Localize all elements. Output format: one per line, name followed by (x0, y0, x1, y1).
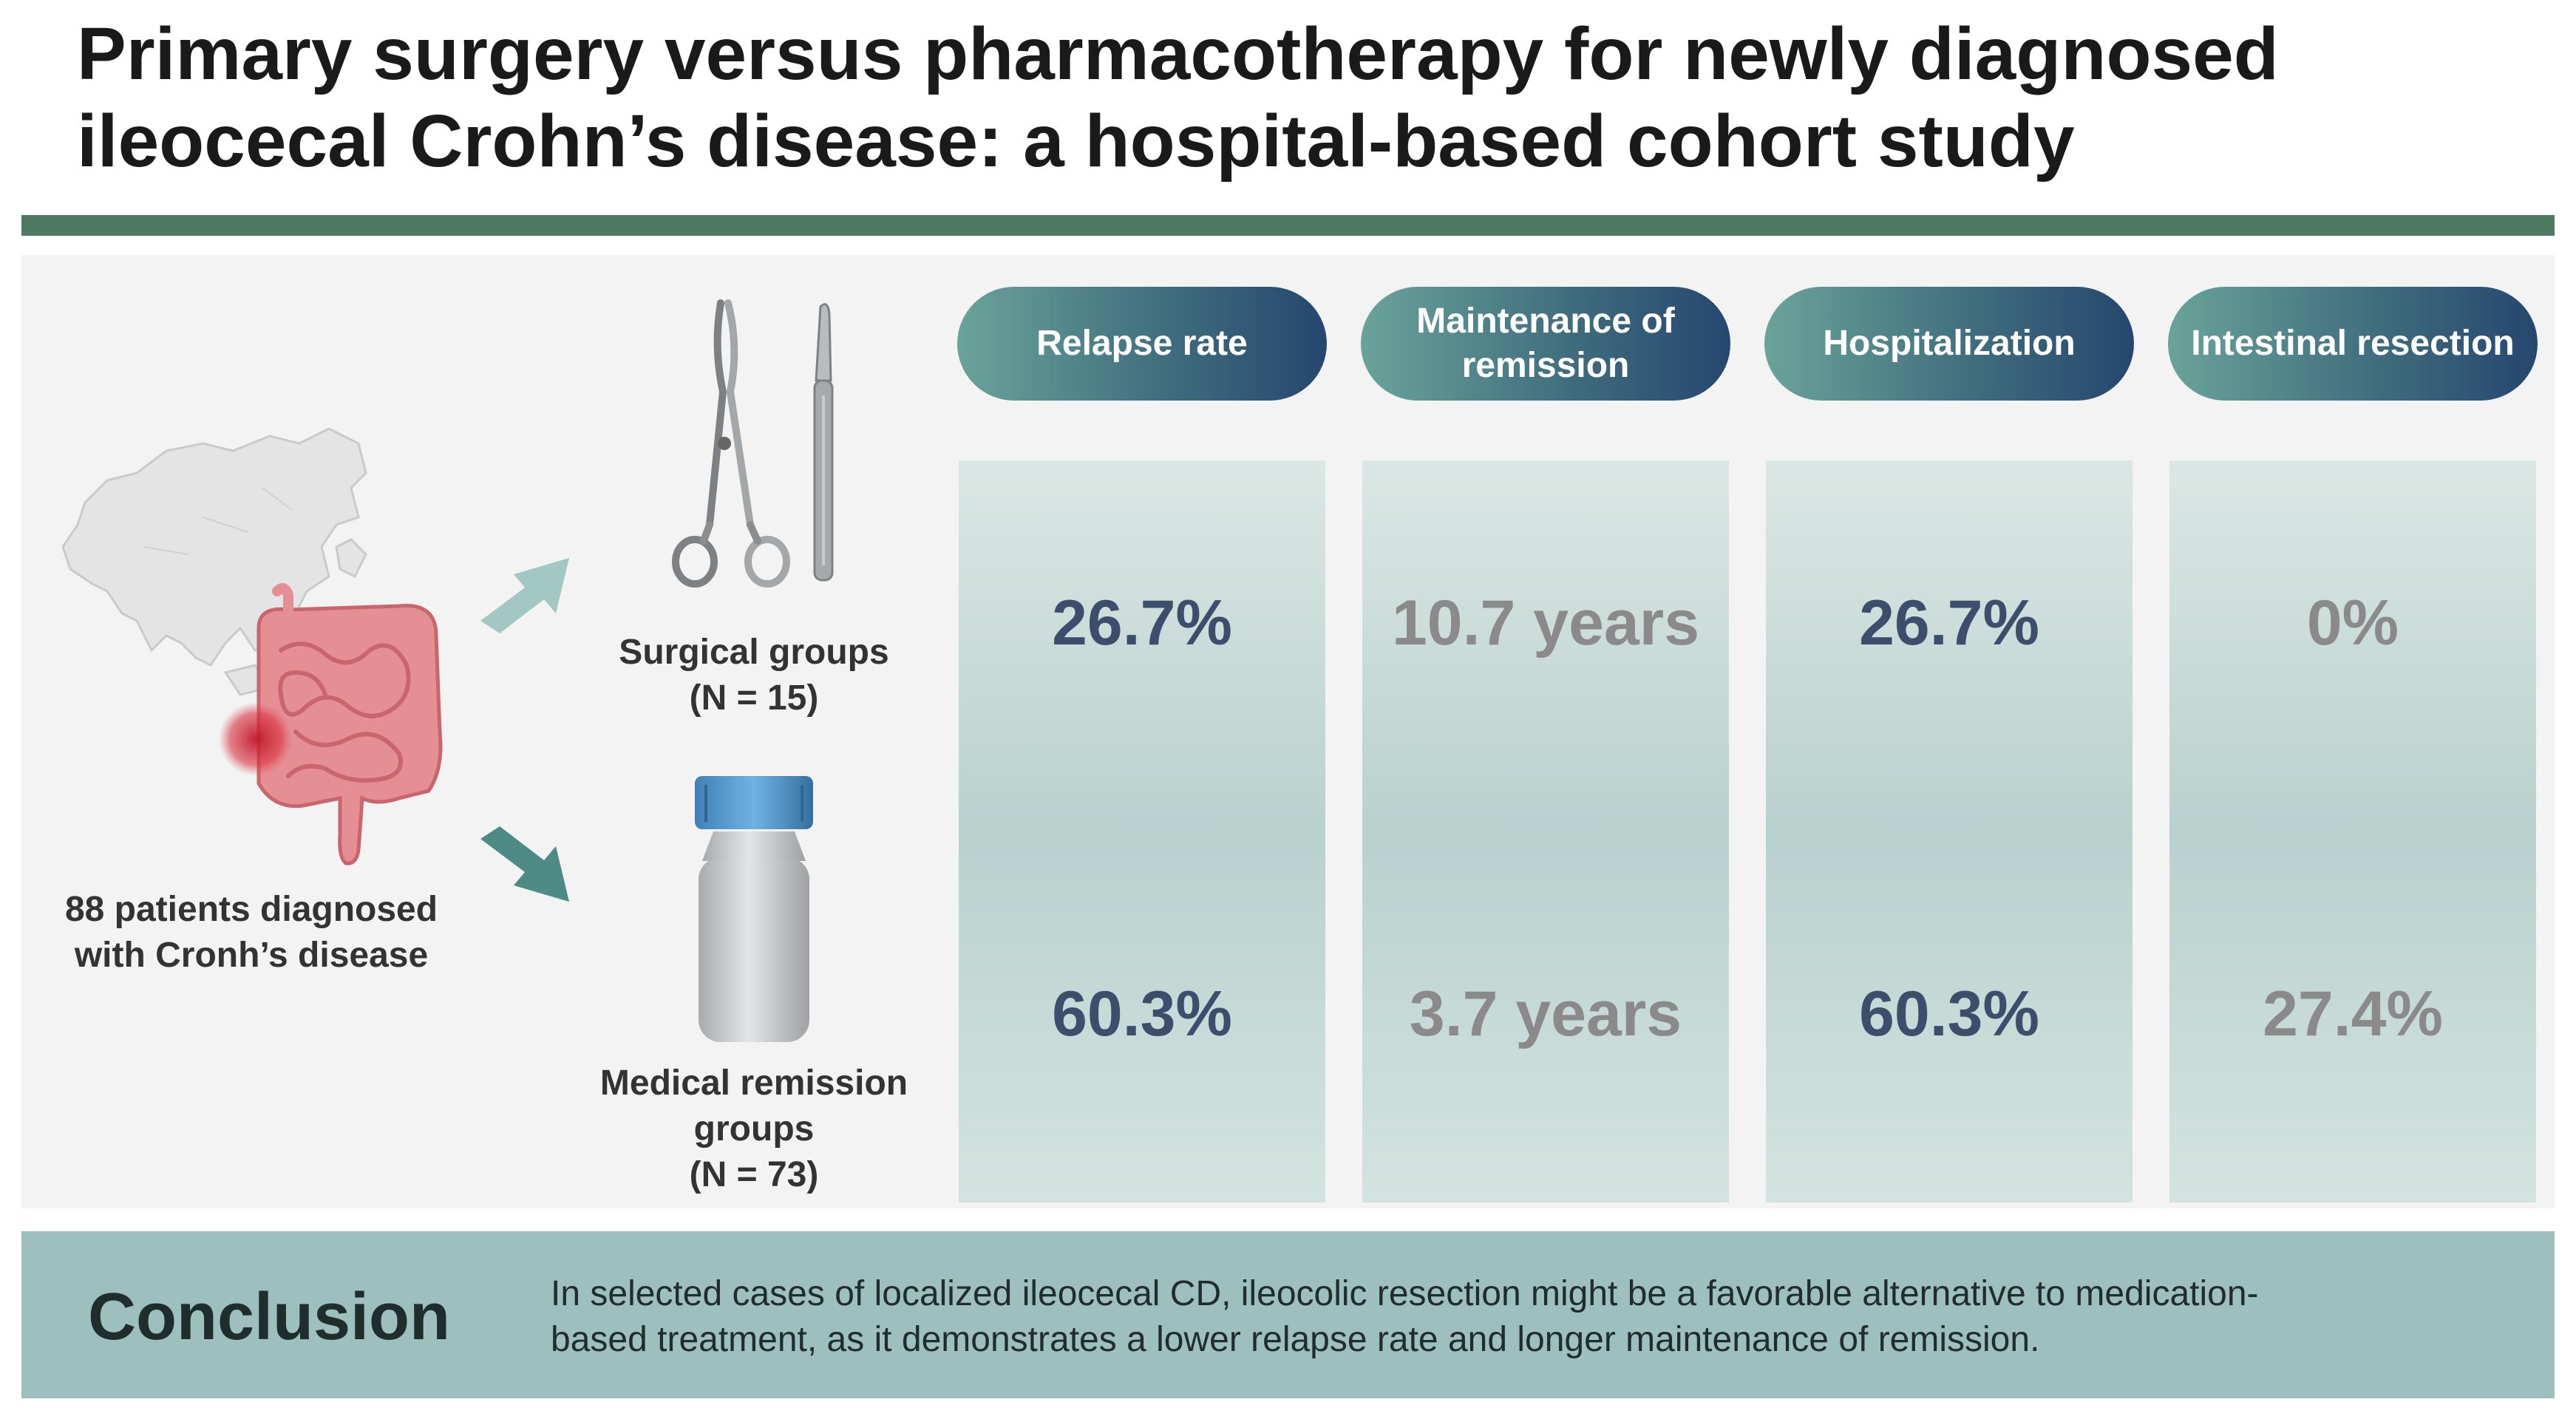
medical-line-2: groups (562, 1106, 946, 1152)
header-hospitalization-line-1: Hospitalization (1823, 321, 2075, 366)
arrow-down-right-icon (473, 813, 577, 909)
header-maintenance: Maintenance of remission (1361, 287, 1730, 401)
conclusion-line-2: based treatment, as it demonstrates a lo… (551, 1317, 2473, 1363)
conclusion-banner: Conclusion In selected cases of localize… (21, 1231, 2555, 1398)
medical-group-label: Medical remission groups (N = 73) (562, 1061, 946, 1198)
value-relapse-surgical: 26.7% (959, 586, 1325, 660)
value-resection-surgical: 0% (2169, 586, 2536, 660)
header-maintenance-line-1: Maintenance of (1416, 299, 1674, 344)
surgical-group-label: Surgical groups (N = 15) (562, 630, 946, 721)
title-line-2: ileocecal Crohn’s disease: a hospital-ba… (77, 98, 2516, 185)
arrow-up-right-icon (473, 551, 577, 647)
medical-line-3: (N = 73) (562, 1152, 946, 1198)
conclusion-label: Conclusion (88, 1280, 450, 1354)
conclusion-line-1: In selected cases of localized ileocecal… (551, 1271, 2473, 1317)
header-relapse-rate: Relapse rate (957, 287, 1327, 401)
header-resection-line-1: Intestinal resection (2191, 321, 2514, 366)
inflammation-spot-icon (219, 702, 293, 776)
cohort-line-2: with Cronh’s disease (30, 933, 473, 979)
cohort-line-1: 88 patients diagnosed (30, 887, 473, 933)
outcome-column-resection (2169, 460, 2536, 1202)
page-title: Primary surgery versus pharmacotherapy f… (77, 10, 2516, 185)
header-intestinal-resection: Intestinal resection (2168, 287, 2538, 401)
value-hospitalization-medical: 60.3% (1766, 977, 2132, 1051)
header-hospitalization: Hospitalization (1764, 287, 2134, 401)
outcome-column-hospitalization (1766, 460, 2132, 1202)
value-maintenance-medical: 3.7 years (1362, 977, 1729, 1051)
value-maintenance-surgical: 10.7 years (1362, 586, 1729, 660)
header-relapse-line-1: Relapse rate (1036, 321, 1248, 366)
header-maintenance-line-2: remission (1416, 344, 1674, 388)
scalpel-icon (806, 299, 843, 588)
surgical-line-1: Surgical groups (562, 630, 946, 676)
surgical-line-2: (N = 15) (562, 676, 946, 721)
title-divider (21, 215, 2555, 236)
value-relapse-medical: 60.3% (959, 977, 1325, 1051)
cohort-label: 88 patients diagnosed with Cronh’s disea… (30, 887, 473, 979)
hemostat-forceps-icon (665, 303, 798, 591)
title-line-1: Primary surgery versus pharmacotherapy f… (77, 10, 2516, 98)
value-hospitalization-surgical: 26.7% (1766, 586, 2132, 660)
outcome-column-relapse (959, 460, 1325, 1202)
conclusion-text: In selected cases of localized ileocecal… (551, 1271, 2473, 1363)
medicine-bottle-icon (680, 776, 828, 1049)
medical-line-1: Medical remission (562, 1061, 946, 1106)
outcome-column-maintenance (1362, 460, 1729, 1202)
value-resection-medical: 27.4% (2169, 977, 2536, 1051)
